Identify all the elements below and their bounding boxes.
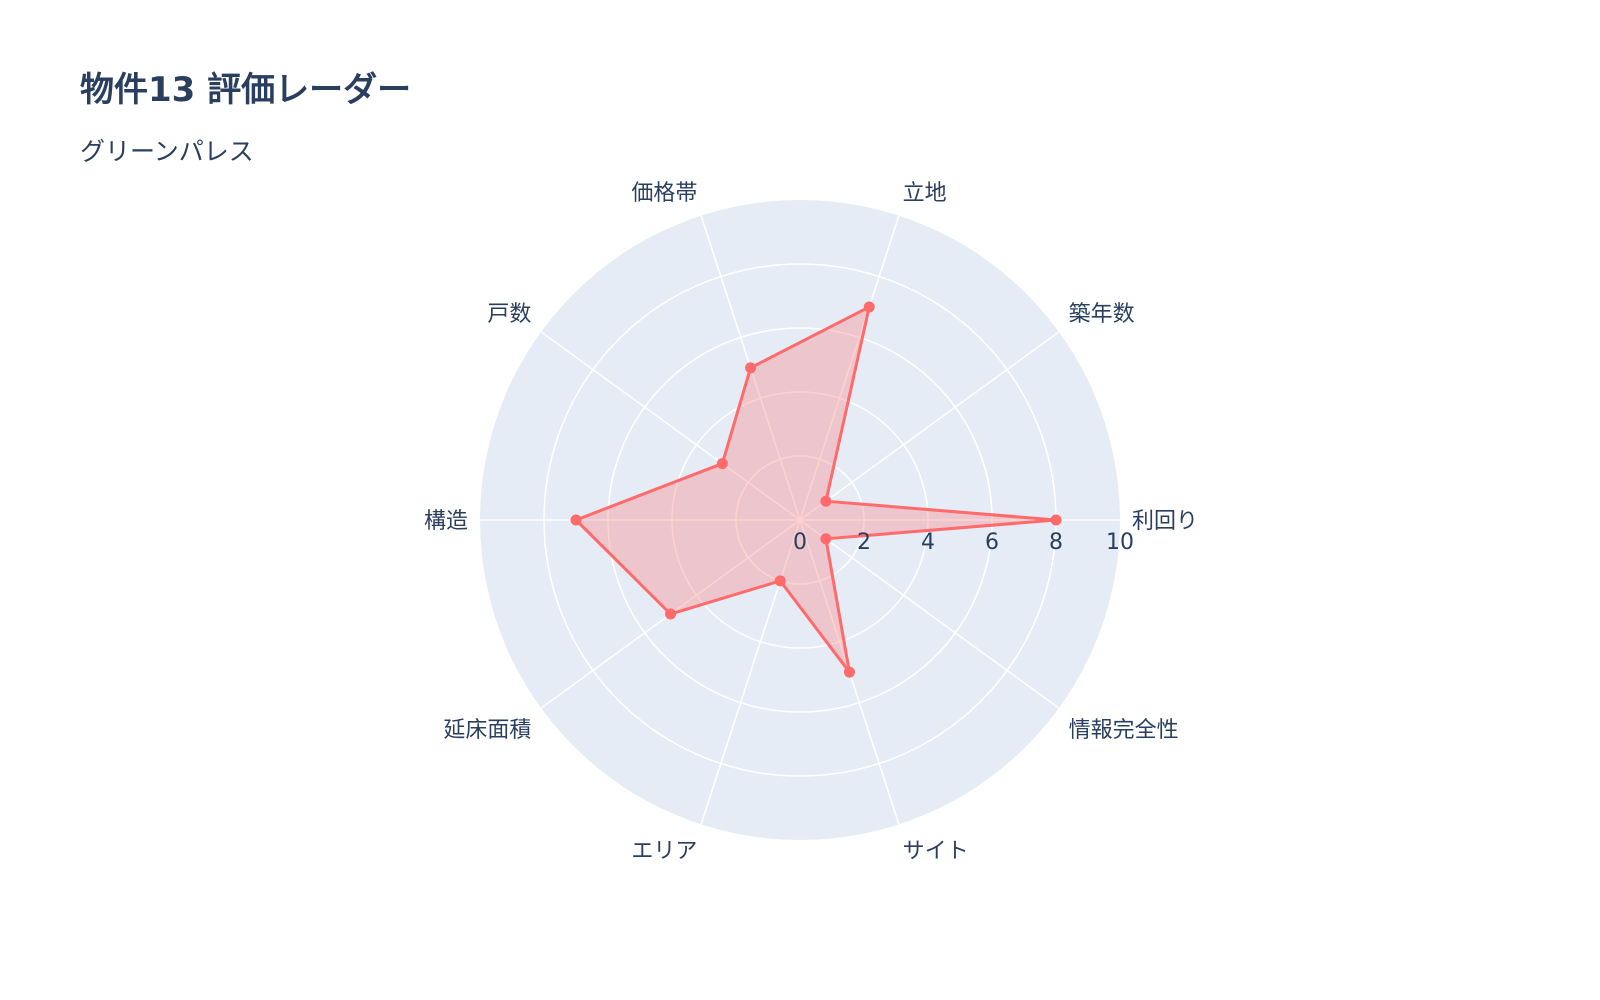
data-point-情報完全性 <box>820 533 832 545</box>
category-label: 構造 <box>424 509 468 534</box>
chart-subtitle: グリーンパレス <box>80 137 254 166</box>
data-point-価格帯 <box>745 362 757 374</box>
category-label: 利回り <box>1132 509 1198 534</box>
angular-gridline <box>799 215 900 521</box>
data-point-サイト <box>843 666 855 678</box>
radial-tick-label: 4 <box>921 530 935 555</box>
angular-gridline <box>700 519 801 825</box>
radial-tick-label: 6 <box>985 530 999 555</box>
category-label: 価格帯 <box>631 181 697 206</box>
data-point-築年数 <box>820 495 832 507</box>
angular-gridline <box>799 331 1060 521</box>
category-label: 築年数 <box>1069 302 1135 327</box>
data-point-エリア <box>774 575 786 587</box>
category-label: 戸数 <box>487 302 531 327</box>
chart-title: 物件13 評価レーダー <box>80 70 412 110</box>
radial-tick-label: 0 <box>793 530 807 555</box>
category-label: 情報完全性 <box>1069 718 1179 743</box>
radial-tick-label: 2 <box>857 530 871 555</box>
data-point-戸数 <box>716 458 728 470</box>
data-point-延床面積 <box>665 608 677 620</box>
angular-gridline <box>540 331 801 521</box>
radial-tick-label: 8 <box>1049 530 1063 555</box>
category-label: サイト <box>903 839 969 864</box>
angular-gridline <box>799 519 1060 709</box>
category-label: 延床面積 <box>443 718 531 743</box>
category-label: 立地 <box>903 181 947 206</box>
data-point-立地 <box>863 301 875 313</box>
category-label: エリア <box>631 839 697 864</box>
data-point-利回り <box>1050 514 1062 526</box>
data-point-構造 <box>570 514 582 526</box>
radial-tick-label: 10 <box>1106 530 1134 555</box>
